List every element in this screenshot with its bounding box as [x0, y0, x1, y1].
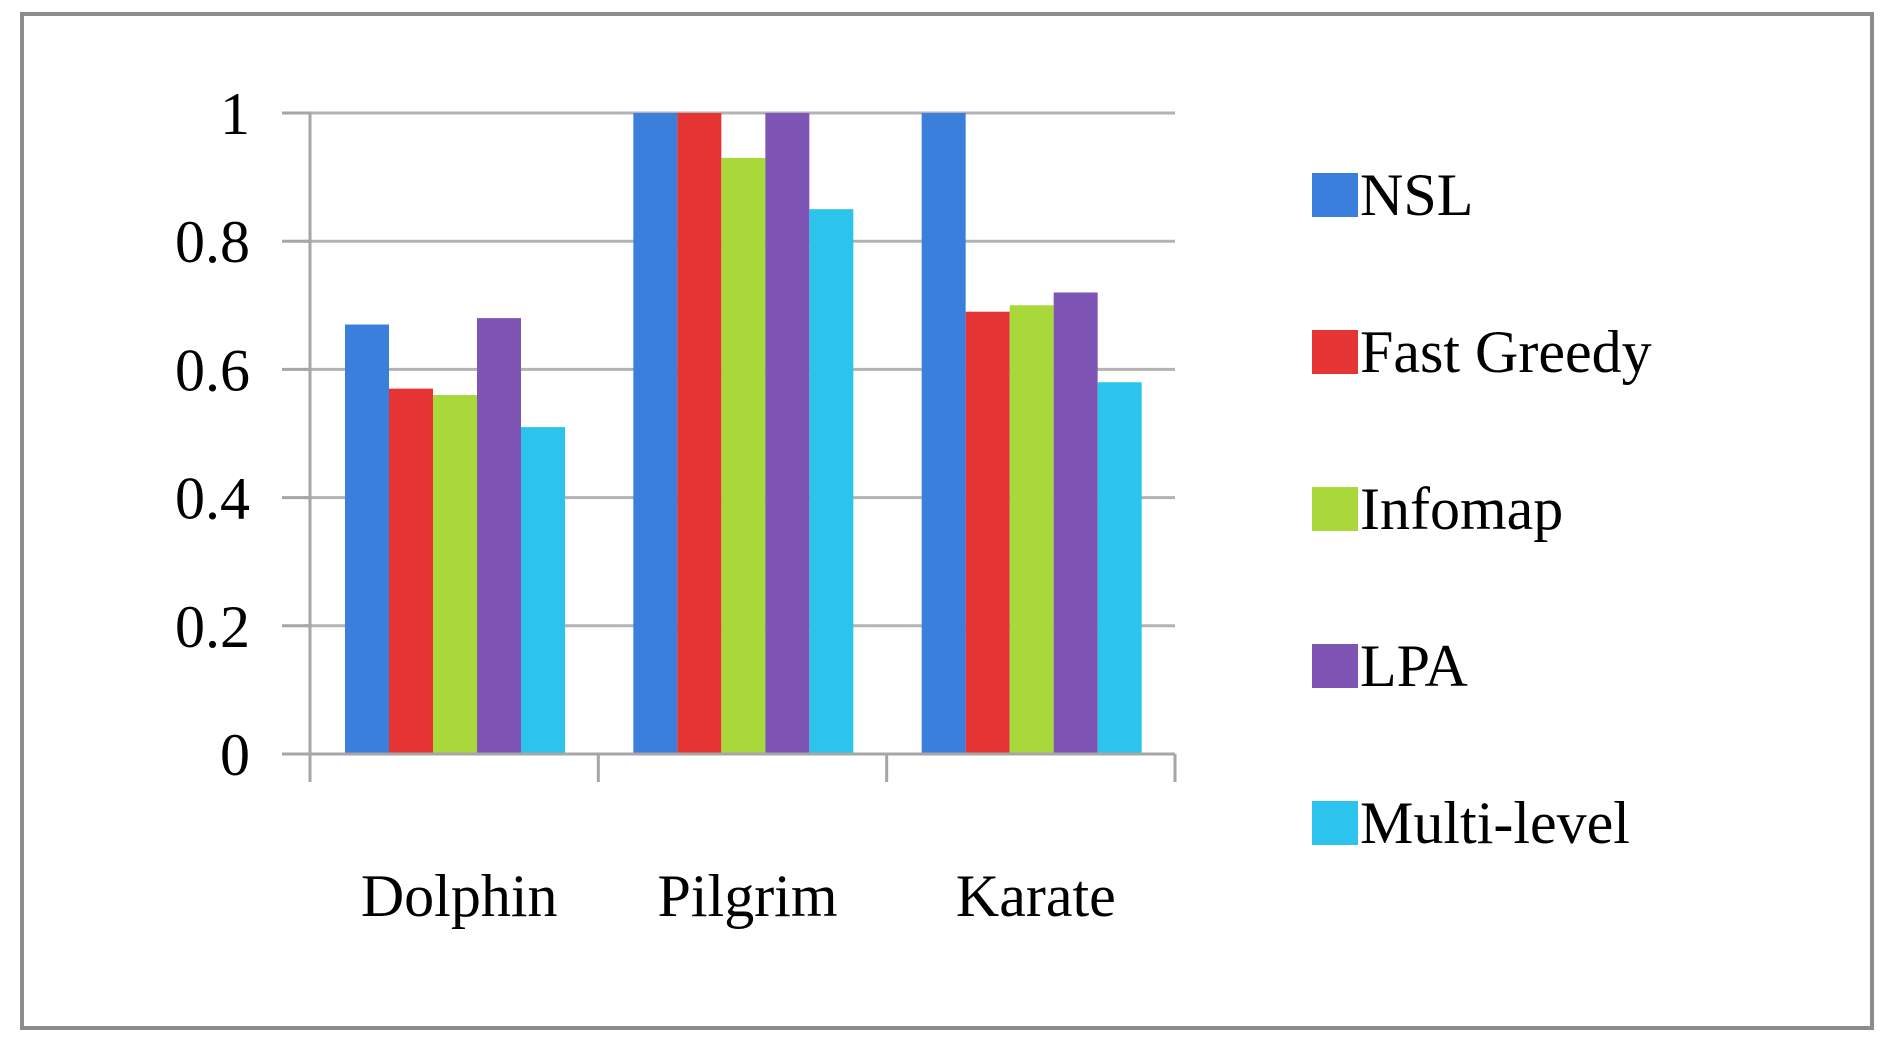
bar-lpa-karate [1053, 292, 1098, 754]
legend-label: Multi-level [1360, 790, 1630, 856]
legend-label: Fast Greedy [1360, 319, 1652, 385]
bar-lpa-pilgrim [765, 113, 810, 754]
y-tick-labels: 0 0.2 0.4 0.6 0.8 1 [175, 81, 250, 788]
x-tick-labels: Dolphin Pilgrim Karate [361, 863, 1116, 929]
bar-fast-greedy-pilgrim [677, 113, 722, 754]
bar-nsl-karate [921, 113, 966, 754]
legend-swatch [1312, 801, 1358, 845]
bar-fast-greedy-dolphin [389, 388, 433, 754]
y-tick-label: 0.2 [175, 594, 250, 660]
x-tick-label: Dolphin [361, 863, 558, 929]
bar-nsl-pilgrim [633, 113, 678, 754]
y-tick-label: 0.6 [175, 337, 250, 403]
axes [282, 111, 1177, 782]
legend-swatch [1312, 330, 1358, 374]
y-tick-label: 0.8 [175, 209, 250, 275]
bar-multi-level-karate [1097, 382, 1142, 754]
bars [345, 113, 1142, 754]
x-tick-label: Pilgrim [657, 863, 837, 929]
bar-multi-level-dolphin [521, 427, 565, 754]
y-tick-label: 1 [220, 81, 250, 147]
bar-nsl-dolphin [345, 324, 389, 754]
bar-fast-greedy-karate [965, 311, 1010, 754]
bar-multi-level-pilgrim [809, 209, 854, 754]
bar-infomap-pilgrim [721, 157, 766, 754]
legend-swatch [1312, 644, 1358, 688]
bar-lpa-dolphin [477, 318, 521, 754]
legend-label: LPA [1360, 633, 1468, 699]
y-tick-label: 0.4 [175, 466, 250, 532]
legend-label: Infomap [1360, 476, 1563, 542]
legend: NSL Fast Greedy Infomap LPA Multi-level [1312, 162, 1652, 856]
bar-infomap-dolphin [433, 395, 477, 754]
legend-label: NSL [1360, 162, 1473, 228]
bar-infomap-karate [1009, 305, 1054, 754]
legend-swatch [1312, 173, 1358, 217]
x-tick-label: Karate [956, 863, 1116, 929]
legend-swatch [1312, 487, 1358, 531]
y-tick-label: 0 [220, 722, 250, 788]
